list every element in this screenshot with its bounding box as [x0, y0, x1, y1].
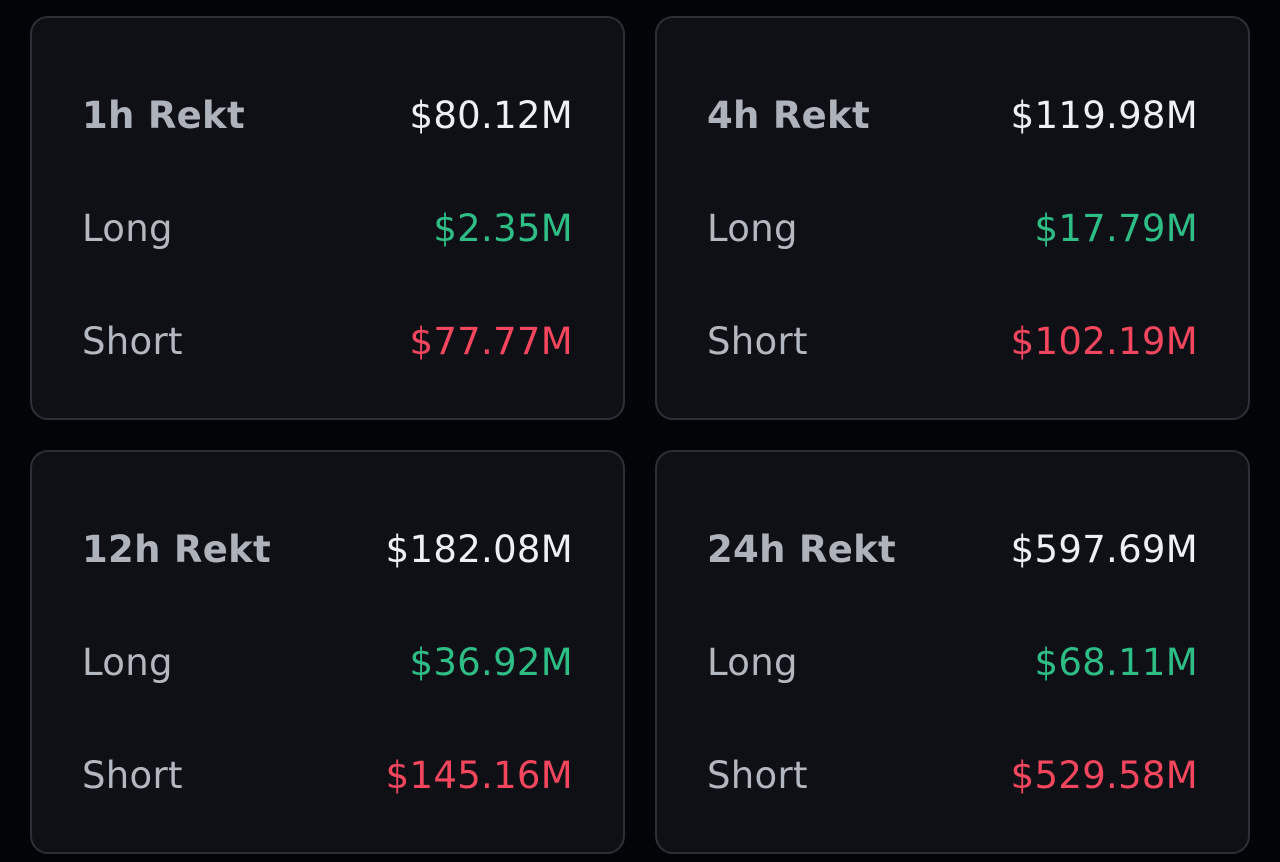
short-value: $102.19M	[1010, 319, 1198, 363]
long-label: Long	[707, 640, 798, 684]
card-title: 1h Rekt	[82, 93, 245, 137]
total-value: $182.08M	[385, 527, 573, 571]
total-value: $119.98M	[1010, 93, 1198, 137]
card-title: 4h Rekt	[707, 93, 870, 137]
short-label: Short	[707, 753, 808, 797]
card-title: 24h Rekt	[707, 527, 896, 571]
card-12h-rekt: 12h Rekt $182.08M Long $36.92M Short $14…	[30, 450, 625, 854]
card-4h-rekt: 4h Rekt $119.98M Long $17.79M Short $102…	[655, 16, 1250, 420]
long-value: $68.11M	[1034, 640, 1198, 684]
long-label: Long	[707, 206, 798, 250]
long-value: $36.92M	[409, 640, 573, 684]
card-1h-rekt: 1h Rekt $80.12M Long $2.35M Short $77.77…	[30, 16, 625, 420]
long-value: $17.79M	[1034, 206, 1198, 250]
card-24h-rekt: 24h Rekt $597.69M Long $68.11M Short $52…	[655, 450, 1250, 854]
long-value: $2.35M	[433, 206, 573, 250]
short-label: Short	[82, 753, 183, 797]
long-row: Long $68.11M	[707, 637, 1198, 687]
long-row: Long $17.79M	[707, 203, 1198, 253]
short-label: Short	[707, 319, 808, 363]
short-row: Short $529.58M	[707, 750, 1198, 800]
long-label: Long	[82, 640, 173, 684]
short-row: Short $77.77M	[82, 316, 573, 366]
total-row: 24h Rekt $597.69M	[707, 524, 1198, 574]
long-label: Long	[82, 206, 173, 250]
long-row: Long $36.92M	[82, 637, 573, 687]
total-value: $80.12M	[409, 93, 573, 137]
short-row: Short $145.16M	[82, 750, 573, 800]
short-value: $145.16M	[385, 753, 573, 797]
total-value: $597.69M	[1010, 527, 1198, 571]
short-value: $529.58M	[1010, 753, 1198, 797]
short-value: $77.77M	[409, 319, 573, 363]
short-label: Short	[82, 319, 183, 363]
total-row: 1h Rekt $80.12M	[82, 90, 573, 140]
total-row: 12h Rekt $182.08M	[82, 524, 573, 574]
long-row: Long $2.35M	[82, 203, 573, 253]
total-row: 4h Rekt $119.98M	[707, 90, 1198, 140]
card-title: 12h Rekt	[82, 527, 271, 571]
short-row: Short $102.19M	[707, 316, 1198, 366]
